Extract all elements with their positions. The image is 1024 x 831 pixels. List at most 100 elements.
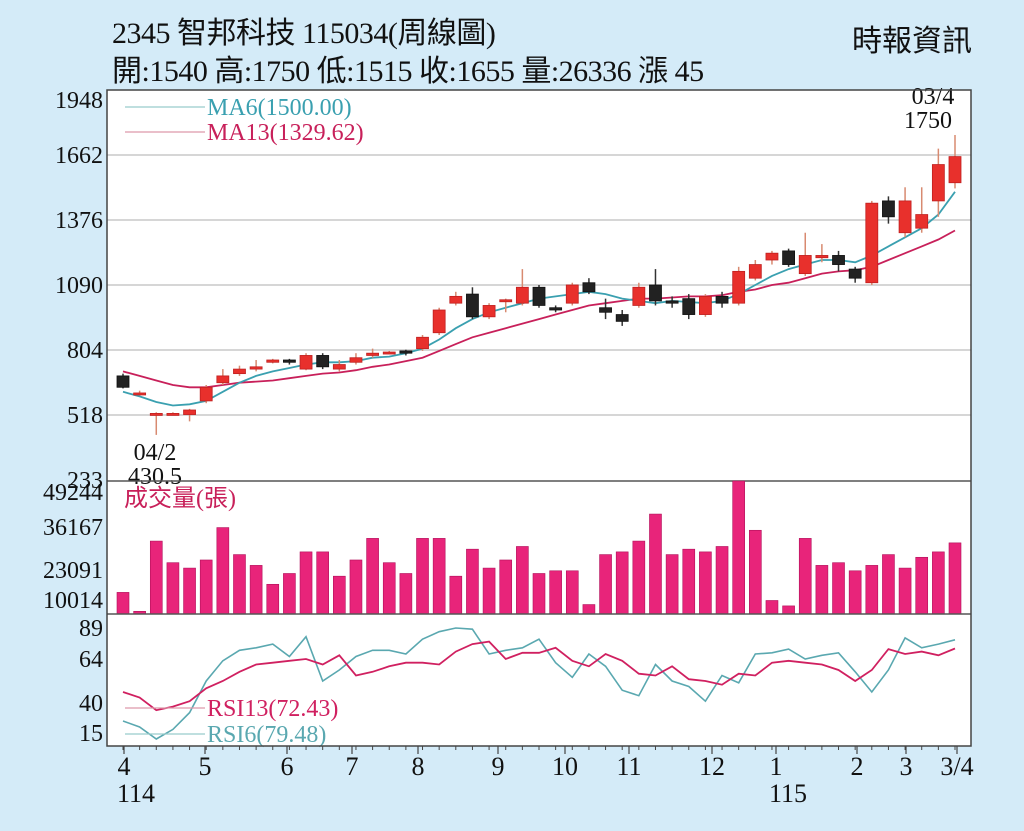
price-tick-label: 1662: [55, 143, 103, 169]
volume-bar: [732, 480, 745, 615]
volume-bar: [882, 554, 895, 615]
x-tick-label: 3/4: [940, 752, 973, 781]
candle-body: [848, 268, 862, 279]
x-tick-label: 6: [281, 752, 294, 781]
candle-body: [116, 375, 130, 388]
plot-area: [107, 90, 971, 746]
price-tick-label: 1948: [55, 88, 103, 114]
candle-body: [233, 368, 246, 375]
rsi13-line: [122, 640, 956, 712]
candle-body: [798, 255, 812, 275]
price-tick-label: 233: [67, 468, 103, 494]
volume-bar: [249, 565, 263, 615]
ohlc-summary: 開:1540 高:1750 低:1515 收:1655 量:26336 漲 45: [112, 55, 704, 88]
candle-body: [349, 357, 363, 363]
candle-body: [183, 409, 196, 415]
volume-bar: [848, 570, 862, 615]
volume-bar: [699, 551, 712, 615]
x-year-label: 115: [769, 779, 807, 808]
volume-bar: [482, 567, 496, 615]
volume-tick-label: 49244: [43, 480, 103, 506]
volume-bar: [466, 548, 479, 615]
candle-body: [266, 359, 280, 363]
volume-bar: [948, 542, 962, 615]
candle-body: [515, 286, 529, 304]
volume-bar: [283, 573, 296, 615]
volume-bar: [599, 554, 612, 615]
volume-bar: [166, 562, 180, 615]
low-date-annotation: 04/2: [134, 440, 177, 466]
candle-body: [449, 295, 463, 304]
rsi-tick-label: 15: [79, 721, 103, 747]
volume-bar: [366, 538, 379, 615]
volume-bar: [333, 575, 346, 615]
candle-body: [499, 299, 513, 303]
x-tick-label: 3: [900, 752, 913, 781]
volume-bar: [349, 559, 363, 615]
volume-bar: [632, 540, 646, 615]
volume-bar: [565, 570, 579, 615]
x-tick-label: 1: [770, 752, 783, 781]
candle-body: [931, 164, 945, 202]
candle-body: [416, 336, 429, 350]
volume-bar: [116, 592, 130, 615]
volume-bar: [665, 554, 679, 615]
volume-bar: [216, 527, 230, 615]
rsi13-legend-label: RSI13(72.43): [207, 696, 338, 722]
volume-bar: [199, 559, 213, 615]
rsi-tick-label: 40: [79, 691, 103, 717]
rsi6-legend-label: RSI6(79.48): [207, 722, 326, 748]
candle-body: [382, 351, 396, 355]
candle-body: [366, 352, 380, 356]
candle-body: [282, 359, 296, 363]
high-date-annotation: 03/4: [912, 84, 955, 110]
volume-bar: [682, 548, 696, 615]
volume-bar: [798, 538, 812, 615]
volume-bar: [416, 538, 429, 615]
x-tick-label: 10: [552, 752, 578, 781]
rsi-tick-label: 64: [79, 647, 103, 673]
candle-body: [466, 293, 479, 318]
candle-body: [882, 200, 895, 218]
volume-tick-label: 10014: [43, 588, 103, 614]
volume-bar: [782, 605, 795, 615]
candle-body: [299, 355, 313, 370]
x-tick-label: 12: [699, 752, 725, 781]
candle-body: [432, 309, 446, 334]
volume-bar: [549, 570, 562, 615]
ma13-line: [122, 229, 956, 389]
x-tick-label: 5: [199, 752, 212, 781]
candle-body: [582, 282, 596, 293]
volume-bar: [516, 546, 529, 615]
volume-bar: [582, 604, 596, 615]
brand-label: 時報資訊: [852, 25, 972, 58]
candle-body: [532, 286, 546, 306]
candle-body: [149, 413, 163, 416]
volume-bar: [832, 562, 845, 615]
candle-body: [815, 255, 829, 259]
candle-body: [748, 264, 762, 279]
volume-bar: [316, 551, 329, 615]
volume-tick-label: 36167: [43, 515, 103, 541]
volume-bar: [615, 551, 629, 615]
candle-body: [699, 295, 712, 315]
x-tick-label: 9: [492, 752, 505, 781]
x-tick-label: 4: [118, 752, 131, 781]
ma6-legend-label: MA6(1500.00): [207, 95, 352, 121]
x-tick-label: 11: [616, 752, 641, 781]
candle-body: [565, 284, 579, 304]
price-tick-label: 804: [67, 338, 103, 364]
candle-body: [898, 200, 912, 234]
x-tick-label: 7: [346, 752, 359, 781]
volume-bar: [932, 551, 945, 615]
x-tick-label: 2: [851, 752, 864, 781]
volume-bar: [749, 529, 762, 615]
candle-body: [915, 214, 929, 229]
candle-body: [166, 413, 180, 416]
low-value-annotation: 430.5: [128, 464, 182, 490]
x-year-label: 114: [117, 779, 155, 808]
volume-tick-label: 23091: [43, 558, 103, 584]
price-tick-label: 1376: [55, 208, 103, 234]
ma13-legend-label: MA13(1329.62): [207, 120, 364, 146]
candle-body: [316, 355, 330, 368]
